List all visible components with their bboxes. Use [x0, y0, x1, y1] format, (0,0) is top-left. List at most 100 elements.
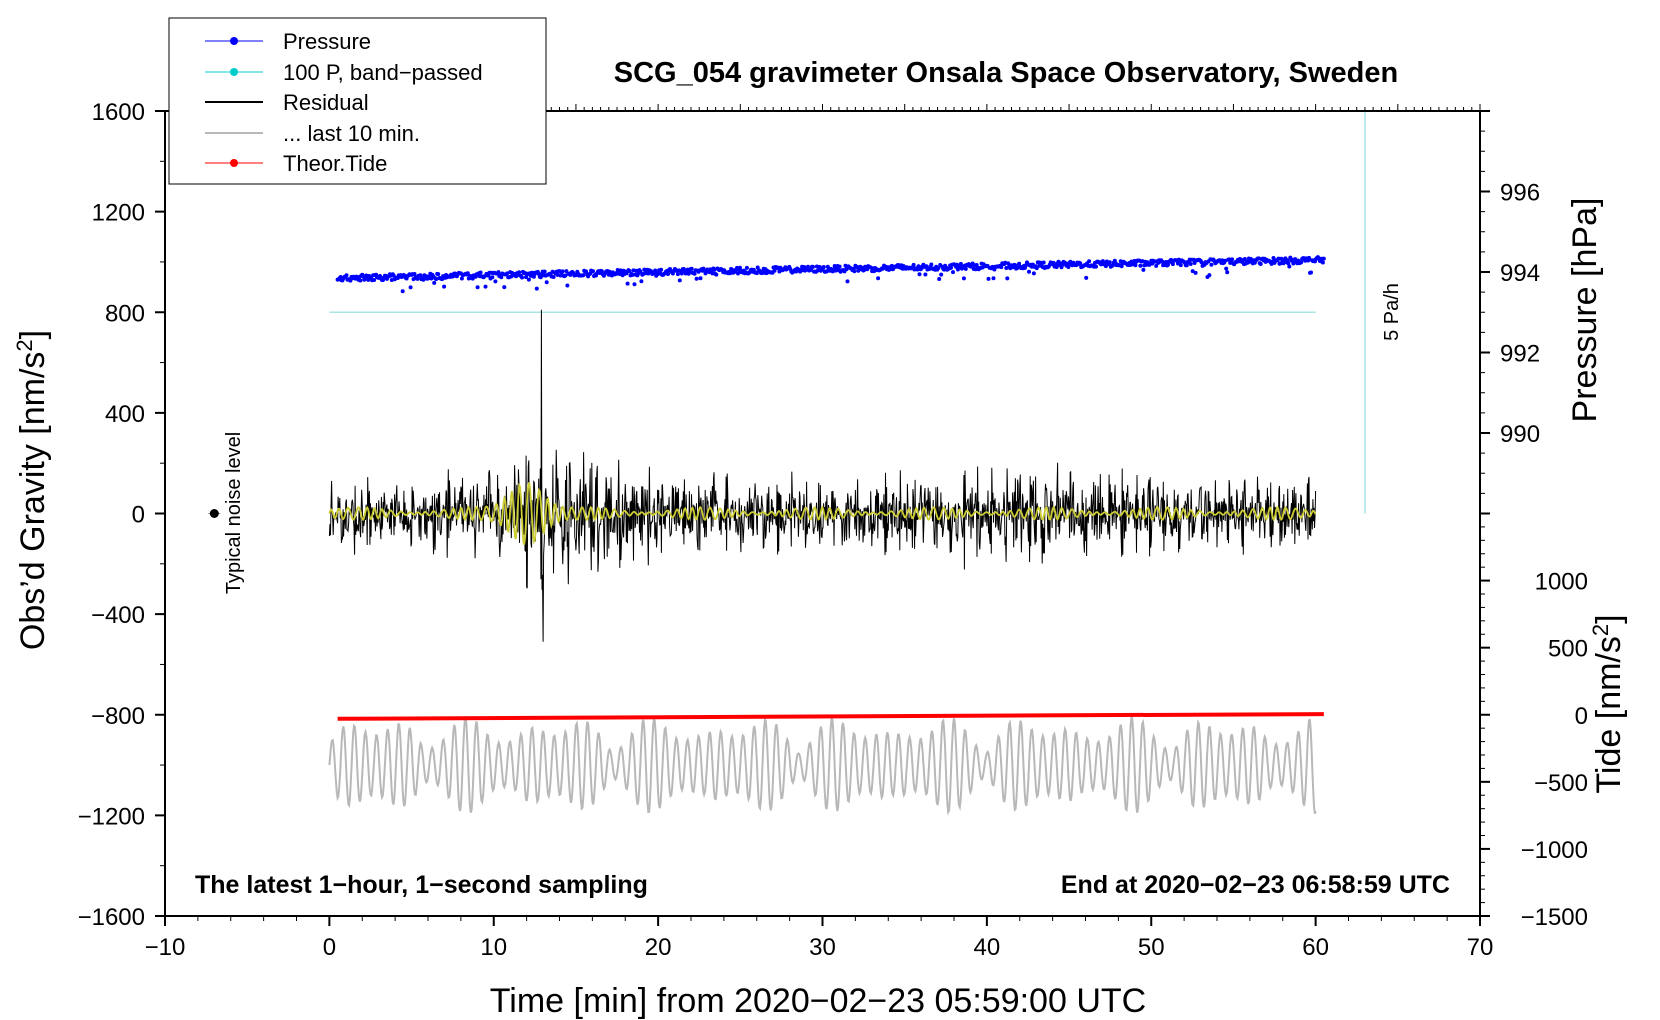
pressure-point [581, 273, 586, 278]
tide-tick-label: 500 [1548, 636, 1588, 663]
legend-label-band-passed: 100 P, band−passed [283, 60, 483, 85]
pressure-point [852, 269, 857, 274]
annotation-bottom-right: End at 2020−02−23 06:58:59 UTC [1061, 871, 1450, 899]
x-tick-label: 40 [974, 934, 1001, 961]
y-left-tick-label: 400 [105, 401, 145, 428]
pressure-point [679, 271, 684, 276]
pressure-point [520, 275, 524, 280]
pressure-point [806, 264, 810, 269]
x-tick-label: 30 [809, 934, 836, 961]
pressure-point [1141, 267, 1146, 272]
pressure-point [923, 272, 928, 277]
pressure-point [659, 267, 664, 272]
pressure-point [963, 266, 968, 271]
pressure-point [961, 276, 966, 281]
pressure-point [1193, 270, 1198, 275]
pressure-point [1209, 262, 1214, 267]
tide-tick-label: −1500 [1521, 904, 1588, 931]
pressure-point [372, 278, 377, 282]
legend-item-theor-tide: Theor.Tide [205, 151, 387, 176]
pressure-point [677, 278, 682, 283]
pressure-point [389, 278, 394, 282]
x-tick-label: 10 [480, 934, 507, 961]
data-layer [208, 111, 1366, 816]
pressure-point [496, 270, 501, 275]
legend-item-last-10-min: ... last 10 min. [205, 121, 420, 146]
pressure-point [1084, 275, 1089, 280]
legend-item-residual: Residual [205, 90, 369, 115]
x-tick-label: 60 [1302, 934, 1329, 961]
legend-label-last-10-min: ... last 10 min. [283, 121, 420, 146]
pressure-point [1258, 262, 1263, 266]
y-left-tick-label: 0 [132, 502, 145, 529]
pressure-point [565, 283, 570, 288]
pressure-point [844, 267, 849, 272]
x-tick-label: 0 [323, 934, 336, 961]
pressure-point [1006, 261, 1011, 266]
x-axis-label: Time [min] from 2020−02−23 05:59:00 UTC [490, 982, 1146, 1020]
y-left-tick-label: −800 [91, 703, 145, 730]
pressure-point [1138, 263, 1143, 268]
pressure-point [560, 269, 565, 274]
legend-label-theor-tide: Theor.Tide [283, 151, 387, 176]
pressure-point [526, 277, 531, 282]
y-left-tick-label: 800 [105, 300, 145, 327]
legend-item-pressure: Pressure [205, 29, 371, 54]
legend-marker-theor-tide [230, 159, 238, 167]
y-left-tick-label: −1600 [78, 904, 145, 931]
pressure-point [1321, 256, 1326, 261]
tide-tick-label: 0 [1575, 703, 1588, 730]
pressure-point [1276, 256, 1281, 261]
pressure-point [1271, 256, 1276, 260]
pressure-point [563, 273, 568, 278]
pressure-point [714, 272, 719, 277]
pressure-point [876, 276, 881, 281]
pressure-point [1034, 266, 1039, 271]
pressure-point [528, 273, 533, 278]
y-left-tick-label: 1600 [92, 99, 145, 126]
pressure-point [408, 285, 413, 290]
pressure-point [475, 285, 480, 290]
pressure-point [951, 270, 955, 275]
y-left-tick-label: −1200 [78, 803, 145, 830]
pressure-point [400, 289, 405, 294]
pressure-point [653, 268, 658, 273]
pressure-point [490, 275, 495, 280]
y-axis-label-tide-sup: 2 [1588, 624, 1613, 636]
pressure-point [1087, 259, 1092, 264]
pressure-point [412, 272, 417, 276]
pressure-point [916, 264, 921, 269]
pressure-point [1223, 258, 1228, 263]
pressure-point [675, 272, 680, 277]
pressure-point [551, 275, 556, 279]
pressure-point [689, 266, 694, 271]
pressure-point [642, 267, 647, 272]
pressure-point [694, 276, 699, 281]
pressure-point [646, 271, 651, 276]
pressure-point [1188, 262, 1193, 266]
pressure-point [986, 276, 991, 281]
pressure-point [627, 269, 632, 273]
pressure-point [483, 284, 488, 289]
pressure-point [815, 268, 820, 273]
annotation-bottom-left: The latest 1−hour, 1−second sampling [195, 871, 648, 899]
legend: Pressure 100 P, band−passed Residual ...… [168, 17, 547, 185]
pressure-point [666, 272, 670, 276]
pressure-point [1320, 260, 1325, 265]
noise-level-label: Typical noise level [223, 432, 245, 594]
legend-label-residual: Residual [283, 90, 369, 115]
pressure-point [1230, 257, 1235, 262]
pressure-point [692, 271, 697, 276]
y-axis-label-left-text: Obs’d Gravity [nm/s [14, 352, 52, 651]
pressure-point [1207, 273, 1212, 278]
pressure-point [1287, 264, 1292, 269]
pressure-point [1031, 271, 1036, 276]
pressure-point [1133, 263, 1138, 268]
pressure-point [499, 275, 504, 280]
pressure-tick-label: 996 [1500, 180, 1540, 207]
x-tick-label: 50 [1138, 934, 1165, 961]
legend-item-band-passed: 100 P, band−passed [205, 60, 483, 85]
pressure-tick-label: 990 [1500, 421, 1540, 448]
pressure-point [1285, 258, 1290, 263]
